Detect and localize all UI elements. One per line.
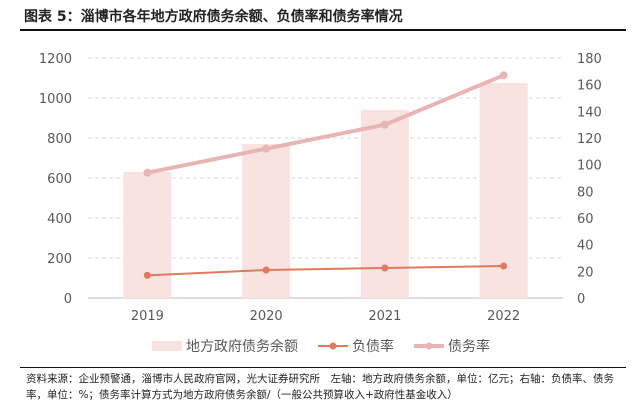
data-point (143, 168, 152, 177)
left-tick-label: 1200 (39, 52, 72, 67)
left-tick-label: 400 (47, 212, 72, 227)
legend-swatch (152, 341, 182, 351)
left-tick-label: 600 (47, 172, 72, 187)
x-tick-label: 2019 (131, 309, 164, 324)
data-point (380, 120, 389, 129)
data-point (500, 262, 508, 270)
legend-marker (329, 342, 337, 350)
right-tick-label: 140 (577, 105, 602, 120)
right-tick-label: 80 (577, 185, 594, 200)
note-rule (20, 367, 626, 368)
chart-title: 图表 5：淄博市各年地方政府债务余额、负债率和债务率情况 (24, 9, 403, 25)
data-point (262, 266, 270, 274)
right-tick-label: 0 (577, 292, 585, 307)
legend-marker (425, 342, 433, 350)
legend-label: 地方政府债务余额 (186, 338, 298, 355)
data-point (381, 264, 389, 272)
right-tick-label: 60 (577, 212, 594, 227)
right-tick-label: 160 (577, 79, 602, 94)
chart: 0 200 400 600 800 1000 1200 0 20 40 60 80 100 120 140 1… (39, 52, 602, 355)
left-tick-label: 200 (47, 252, 72, 267)
title-rule (20, 29, 626, 31)
right-tick-label: 100 (577, 159, 602, 174)
legend-label: 负债率 (352, 338, 394, 355)
series-line (147, 265, 504, 277)
left-tick-label: 1000 (39, 92, 72, 107)
x-tick-label: 2021 (368, 309, 401, 324)
right-tick-label: 20 (577, 265, 594, 280)
data-point (262, 144, 271, 153)
bar (123, 172, 172, 298)
right-tick-label: 120 (577, 132, 602, 147)
right-tick-label: 180 (577, 52, 602, 67)
left-tick-label: 800 (47, 132, 72, 147)
series-line (146, 73, 505, 175)
left-tick-label: 0 (64, 292, 72, 307)
data-point (499, 71, 508, 80)
right-tick-label: 40 (577, 239, 594, 254)
bar (479, 83, 528, 298)
bar (242, 144, 291, 298)
source-note: 资料来源：企业预警通，淄博市人民政府官网，光大证券研究所 左轴：地方政府债务余额… (26, 373, 614, 401)
data-point (143, 271, 151, 279)
x-tick-label: 2022 (487, 309, 520, 324)
x-tick-label: 2020 (250, 309, 283, 324)
legend-label: 债务率 (448, 338, 490, 355)
